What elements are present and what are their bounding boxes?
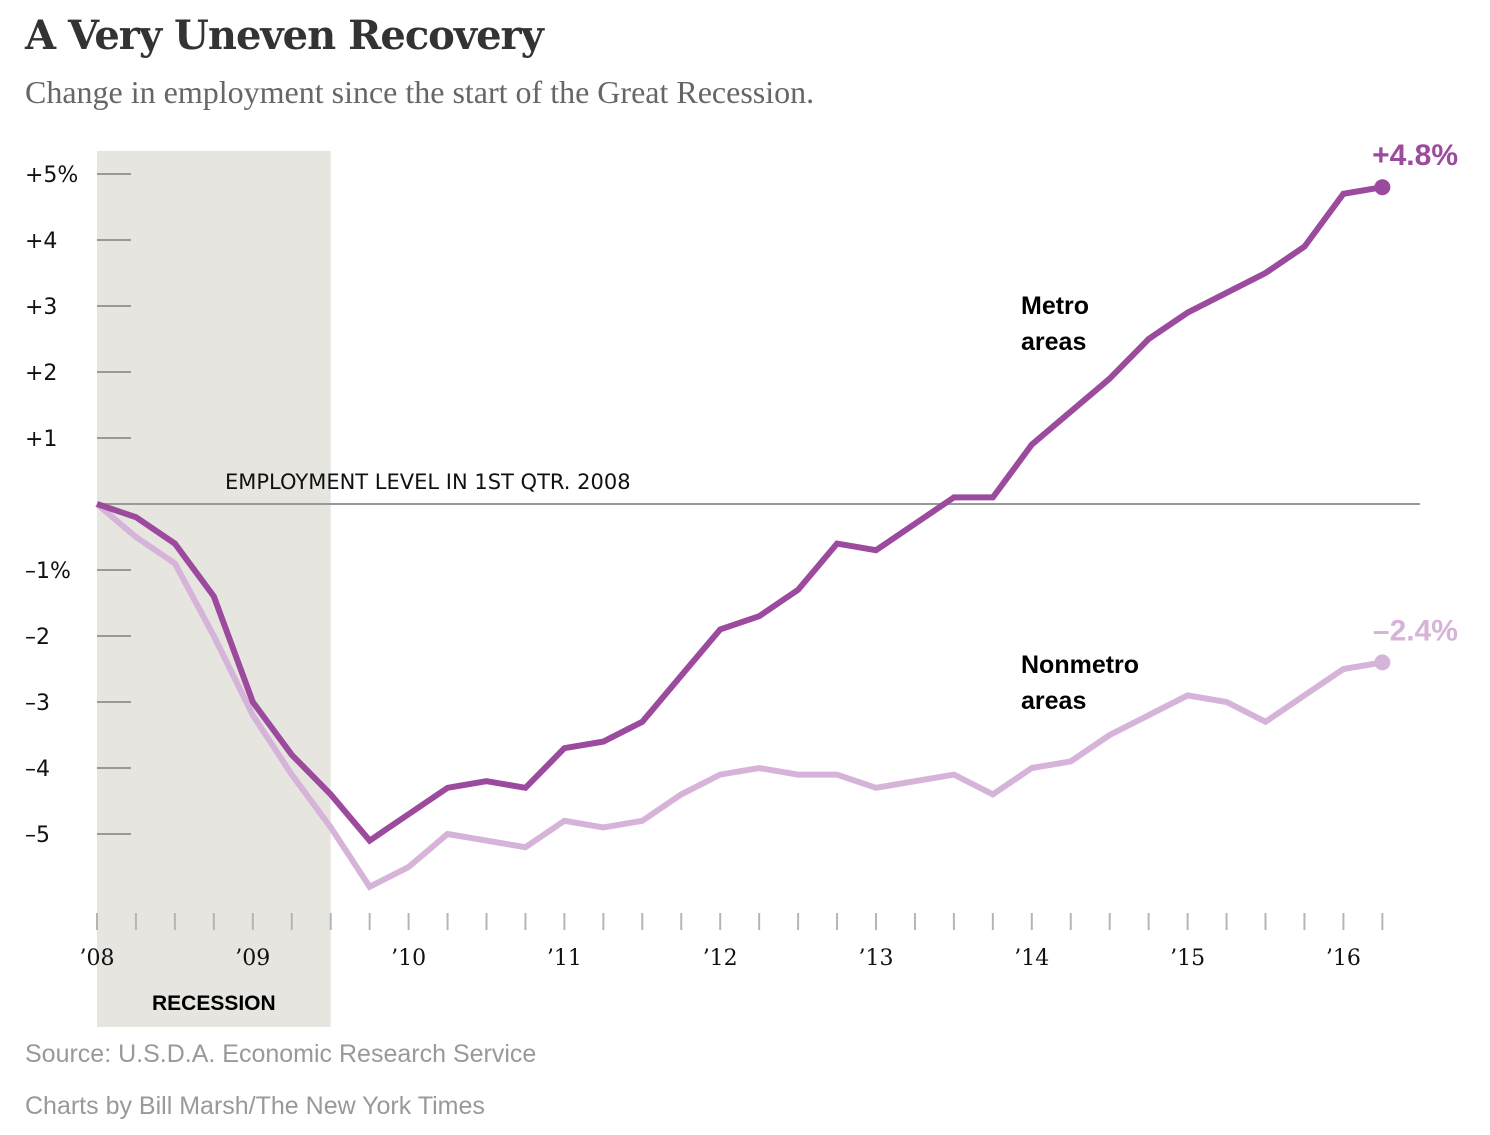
- recession-band: [97, 151, 331, 1027]
- y-tick-label: +5%: [25, 163, 78, 188]
- x-tick-label: ’13: [859, 946, 894, 971]
- recession-band-group: RECESSION: [97, 151, 331, 1027]
- reference-line-label: EMPLOYMENT LEVEL IN 1ST QTR. 2008: [225, 470, 631, 494]
- y-tick-label: +3: [25, 295, 57, 320]
- x-tick-label: ’10: [391, 946, 426, 971]
- metro-series-line: [96, 184, 1383, 845]
- nonmetro-end-point: [1374, 654, 1391, 671]
- credit-note: Charts by Bill Marsh/The New York Times: [25, 1092, 485, 1120]
- y-tick-label: +1: [25, 427, 57, 452]
- x-tick-label: ’09: [235, 946, 270, 971]
- metro-end-point: [1374, 179, 1391, 196]
- x-tick-label: ’14: [1014, 946, 1049, 971]
- x-axis: ’08 ’09 ’10 ’11 ’12 ’13 ’14 ’15 ’16: [80, 913, 1384, 971]
- x-tick-label: ’11: [547, 946, 582, 971]
- chart-subtitle: Change in employment since the start of …: [25, 74, 815, 110]
- y-tick-label: +4: [25, 229, 57, 254]
- nonmetro-series-label: Nonmetro: [1021, 651, 1139, 679]
- metro-series-label: Metro: [1021, 292, 1089, 320]
- y-tick-label: –2: [25, 625, 50, 650]
- recession-label: RECESSION: [152, 992, 276, 1015]
- x-tick-label: ’12: [703, 946, 738, 971]
- y-tick-label: –1%: [25, 559, 71, 584]
- nonmetro-series-label: areas: [1021, 687, 1086, 715]
- annotation-group: –2.4% +4.8% Metro areas Nonmetro areas: [1021, 139, 1458, 715]
- nonmetro-series-line: [95, 501, 1383, 891]
- reference-line-group: EMPLOYMENT LEVEL IN 1ST QTR. 2008: [97, 470, 1420, 505]
- chart-title: A Very Uneven Recovery: [25, 12, 544, 59]
- metro-series-label: areas: [1021, 328, 1086, 356]
- y-tick-label: +2: [25, 361, 57, 386]
- x-tick-label: ’15: [1170, 946, 1205, 971]
- nonmetro-end-label: –2.4%: [1373, 614, 1458, 647]
- metro-end-label: +4.8%: [1372, 139, 1458, 172]
- x-tick-label: ’16: [1326, 946, 1361, 971]
- y-tick-label: –3: [25, 691, 50, 716]
- series-group: [95, 179, 1391, 891]
- y-tick-label: –5: [25, 823, 50, 848]
- y-axis: +5% +4 +3 +2 +1 –1% –2 –3 –4 –5: [25, 163, 131, 848]
- y-tick-label: –4: [25, 757, 50, 782]
- x-tick-label: ’08: [80, 946, 115, 971]
- source-note: Source: U.S.D.A. Economic Research Servi…: [25, 1040, 537, 1068]
